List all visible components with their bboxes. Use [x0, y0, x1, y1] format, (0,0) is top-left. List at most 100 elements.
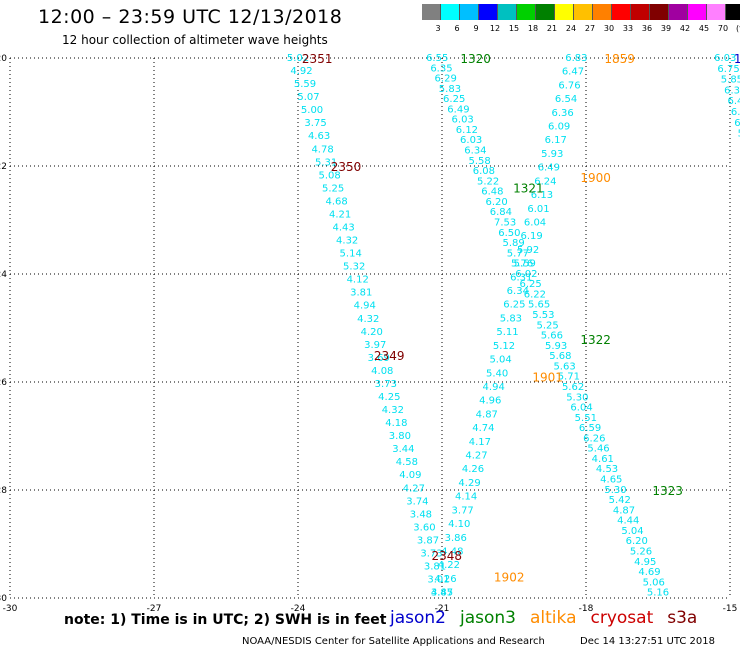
swh-value: 6.47 — [728, 96, 740, 107]
x-tick-label: -24 — [291, 604, 306, 614]
swh-value: 5.92 — [517, 245, 539, 256]
swh-value: 6.15 — [731, 107, 740, 118]
swh-value: 4.94 — [354, 301, 376, 312]
x-tick-label: -21 — [435, 604, 450, 614]
pass-label: 1902 — [494, 570, 525, 584]
pass-label: 1901 — [532, 371, 563, 385]
pass-label: 1859 — [604, 52, 635, 66]
scale-swatch — [650, 4, 669, 20]
swh-value: 4.58 — [396, 457, 418, 468]
swh-value: 5.69 — [738, 129, 740, 140]
swh-value: 4.22 — [438, 560, 460, 571]
legend-entry: jason3 — [460, 608, 516, 628]
satellite-legend: jason2 jason3 altika cryosat s3a — [390, 608, 711, 628]
swh-value: 6.20 — [626, 536, 648, 547]
swh-value: 6.48 — [481, 187, 503, 198]
scale-label: 15 — [508, 24, 520, 33]
scale-swatch — [460, 4, 479, 20]
scale-label: 30 — [603, 24, 615, 33]
swh-value: 4.25 — [378, 392, 400, 403]
swh-value: 6.19 — [520, 231, 542, 242]
scale-label: 45 — [698, 24, 710, 33]
swh-value: 5.93 — [541, 149, 563, 160]
swh-value: 4.69 — [638, 567, 660, 578]
scale-label: 42 — [679, 24, 691, 33]
scale-swatch — [688, 4, 707, 20]
swh-value: 6.01 — [527, 204, 549, 215]
pass-label: 2351 — [302, 52, 333, 66]
swh-value: 4.09 — [399, 470, 421, 481]
scale-swatch — [593, 4, 612, 20]
swh-value: 6.20 — [486, 197, 508, 208]
y-tick-label: -28 — [0, 486, 7, 496]
swh-value: 6.34 — [507, 286, 529, 297]
swh-value: 3.44 — [392, 444, 414, 455]
y-tick-label: -22 — [0, 162, 7, 172]
swh-value: 6.29 — [435, 74, 457, 85]
scale-label: 12 — [489, 24, 501, 33]
y-tick-label: -30 — [0, 594, 7, 604]
scale-label: 70 — [717, 24, 729, 33]
swh-value: 6.12 — [456, 125, 478, 136]
legend-entry: altika — [530, 608, 577, 628]
legend-entry: s3a — [667, 608, 698, 628]
swh-value: 4.26 — [434, 574, 456, 585]
swh-value: 5.08 — [318, 170, 340, 181]
scale-swatch — [555, 4, 574, 20]
swh-value: 4.61 — [592, 454, 614, 465]
swh-value: 4.32 — [357, 314, 379, 325]
swh-value: 5.07 — [297, 92, 319, 103]
swh-value: 4.10 — [448, 519, 470, 530]
pass-labels: 2351 1320 1859 1319 2350 1321 1900 1322 2349 1901… — [302, 52, 740, 584]
pass-label: 2350 — [331, 160, 362, 174]
swh-value: 5.16 — [647, 588, 669, 599]
swh-value: 3.60 — [413, 522, 435, 533]
swh-value: 6.36 — [551, 108, 573, 119]
swh-value: 6.02 — [515, 269, 537, 280]
swh-value: 6.25 — [519, 279, 541, 290]
swh-value: 6.25 — [443, 94, 465, 105]
scale-label: 18 — [527, 24, 539, 33]
scale-swatch — [498, 4, 517, 20]
swh-value: 6.03 — [452, 115, 474, 126]
scale-swatch — [574, 4, 593, 20]
scale-label: 27 — [584, 24, 596, 33]
pass-label: 1319 — [734, 52, 740, 66]
swh-value: 3.86 — [445, 533, 467, 544]
scale-swatch — [707, 4, 726, 20]
pass-label: 1320 — [460, 52, 491, 66]
swh-value: 3.80 — [389, 431, 411, 442]
swh-value: 6.76 — [558, 80, 580, 91]
swh-value: 5.59 — [514, 259, 536, 270]
swh-value: 5.63 — [553, 361, 575, 372]
swh-value: 3.87 — [431, 588, 453, 599]
pass-label: 2348 — [432, 549, 463, 563]
swh-value: 6.36 — [724, 85, 740, 96]
scale-swatch — [536, 4, 555, 20]
swh-value: 5.83 — [439, 84, 461, 95]
swh-value: 5.06 — [643, 577, 665, 588]
swh-value: 4.96 — [479, 396, 501, 407]
swh-value: 5.89 — [502, 238, 524, 249]
swh-value: 3.01 — [427, 575, 449, 586]
grid — [9, 57, 731, 599]
swh-value: 5.30 — [604, 485, 626, 496]
swh-value: 5.11 — [496, 327, 518, 338]
legend-entry: jason2 — [390, 608, 446, 628]
scale-label: 39 — [660, 24, 672, 33]
swh-value: 4.48 — [441, 546, 463, 557]
swh-value: 5.46 — [587, 444, 609, 455]
swh-value: 5.31 — [315, 157, 337, 168]
swh-value: 3.69 — [368, 353, 390, 364]
swh-value: 5.68 — [549, 351, 571, 362]
swh-value: 5.85 — [721, 75, 740, 86]
scale-label: 3 — [435, 24, 441, 33]
swh-value: 6.08 — [473, 166, 495, 177]
swh-value: 6.26 — [583, 433, 605, 444]
swh-value: 7.53 — [494, 217, 516, 228]
swh-value: 6.75 — [717, 64, 739, 75]
scale-label: 6 — [454, 24, 460, 33]
swh-value: 3.87 — [417, 535, 439, 546]
swh-value: 3.97 — [364, 340, 386, 351]
